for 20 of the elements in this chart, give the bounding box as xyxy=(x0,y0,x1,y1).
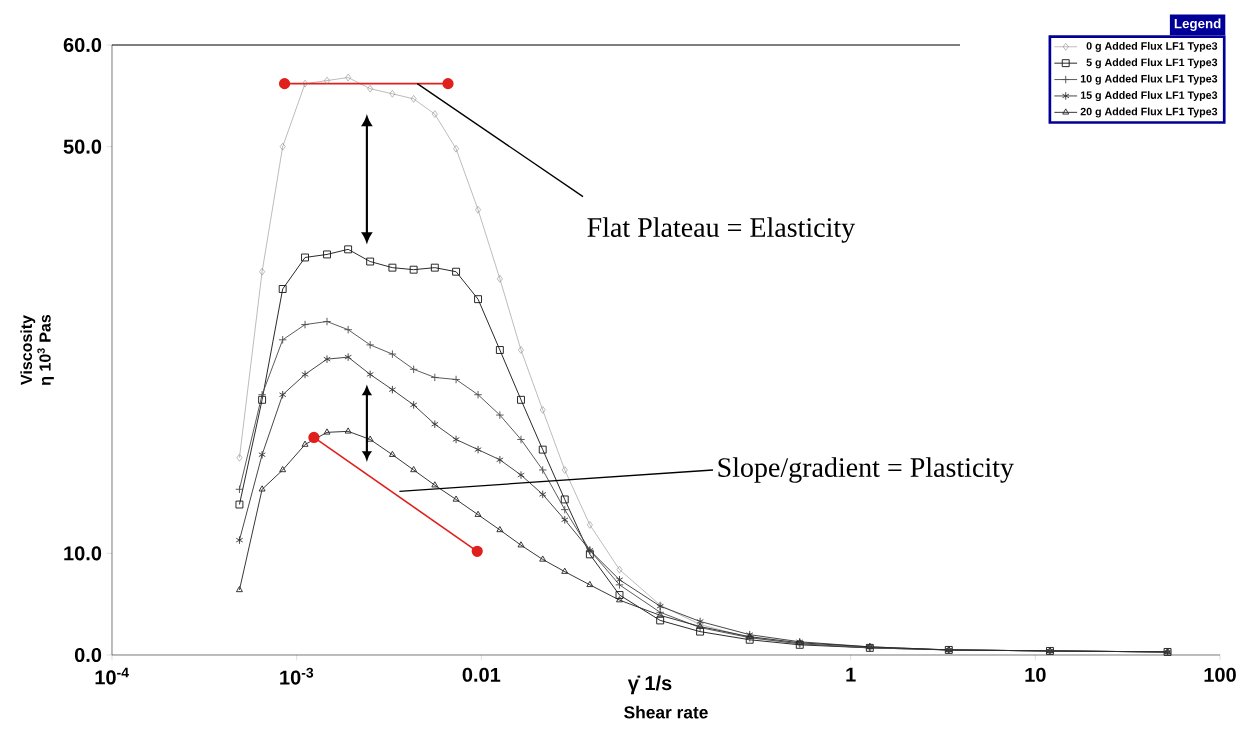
text: γ̇ 1/s xyxy=(627,675,672,695)
x-tick-label: 10 xyxy=(1025,667,1046,682)
x-tick-label: 100 xyxy=(1204,667,1236,682)
x-tick-label: 1 xyxy=(846,667,856,682)
y-tick-label: 10.0 xyxy=(64,546,102,561)
legend-label: 0 g Added Flux LF1 Type3 xyxy=(1086,41,1218,52)
y-tick-label: 0.0 xyxy=(74,647,102,663)
x-axis-title: Shear rate xyxy=(624,705,708,719)
x-tick-label: 10$^{-4}$ xyxy=(95,667,129,685)
y-tick-label: 50.0 xyxy=(63,139,102,154)
legend-label: 15 g Added Flux LF1 Type3 xyxy=(1080,91,1218,102)
y-tick-label: 60.0 xyxy=(63,37,102,53)
annotation: Flat Plateau = Elasticity xyxy=(587,217,856,243)
x-tick-label: 0.01 xyxy=(462,667,501,682)
legend-title: Legend xyxy=(1174,18,1221,31)
legend-label: 5 g Added Flux LF1 Type3 xyxy=(1086,58,1218,69)
x-tick-label: 10$^{-3}$ xyxy=(280,667,314,685)
annotation: Slope/gradient = Plasticity xyxy=(718,457,1014,483)
legend-label: 20 g Added Flux LF1 Type3 xyxy=(1080,107,1218,118)
legend-label: 10 g Added Flux LF1 Type3 xyxy=(1080,74,1218,85)
